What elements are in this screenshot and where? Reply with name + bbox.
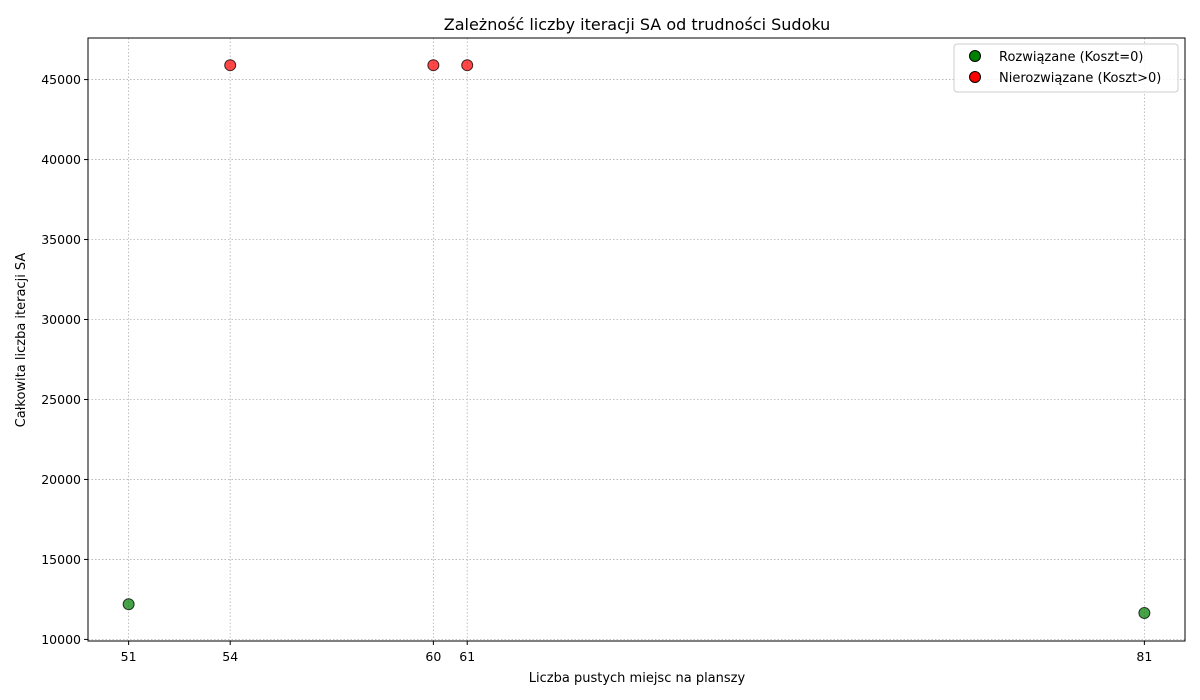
legend-label-solved: Rozwiązane (Koszt=0) <box>999 50 1143 65</box>
data-point-unsolved <box>224 59 237 72</box>
grid-layer <box>88 38 1185 641</box>
plot-frame <box>87 37 1186 642</box>
y-tick-label: 35000 <box>41 232 81 247</box>
y-tick-label: 40000 <box>41 152 81 167</box>
y-axis-label: Całkowita liczba iteracji SA <box>14 253 29 428</box>
x-tick-label: 60 <box>425 649 441 664</box>
y-tick-label: 10000 <box>41 632 81 647</box>
x-tick-label: 51 <box>121 649 137 664</box>
chart-title: Zależność liczby iteracji SA od trudnośc… <box>444 15 831 34</box>
x-tick-label: 61 <box>459 649 475 664</box>
legend: Rozwiązane (Koszt=0) Nierozwiązane (Kosz… <box>953 43 1179 93</box>
data-point-unsolved <box>427 59 440 72</box>
x-tick-label: 54 <box>222 649 238 664</box>
x-tick-label: 81 <box>1136 649 1152 664</box>
y-tick-label: 15000 <box>41 552 81 567</box>
legend-frame <box>953 43 1179 93</box>
legend-marker-solved <box>969 50 981 62</box>
x-axis-label: Liczba pustych miejsc na planszy <box>529 671 746 686</box>
data-point-solved <box>122 598 135 611</box>
points-layer <box>122 59 1151 620</box>
y-tick-label: 20000 <box>41 472 81 487</box>
legend-marker-unsolved <box>969 71 981 83</box>
y-tick-label: 45000 <box>41 72 81 87</box>
data-point-solved <box>1138 607 1151 620</box>
axis-layer: 51 54 60 61 81 10000 15000 20000 25000 30000 35000… <box>41 72 1152 664</box>
y-tick-label: 30000 <box>41 312 81 327</box>
legend-label-unsolved: Nierozwiązane (Koszt>0) <box>999 71 1161 86</box>
y-tick-label: 25000 <box>41 392 81 407</box>
data-point-unsolved <box>461 59 474 72</box>
